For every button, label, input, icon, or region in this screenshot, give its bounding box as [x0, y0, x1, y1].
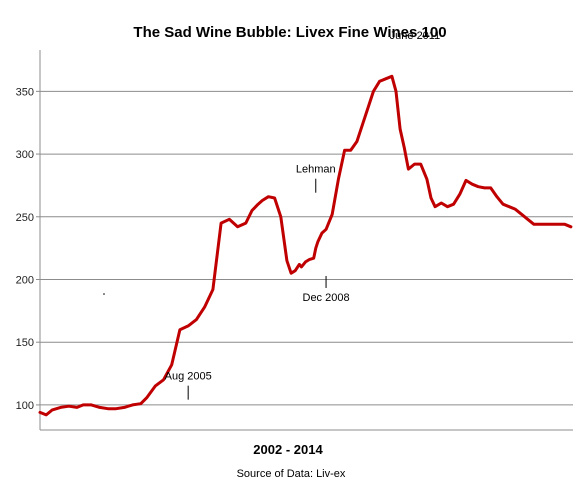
y-tick-label: 200	[16, 274, 34, 286]
y-tick-label: 250	[16, 212, 34, 224]
source-note: Source of Data: Liv-ex	[237, 468, 346, 480]
y-tick-label: 350	[16, 86, 34, 98]
y-tick-label: 100	[16, 400, 34, 412]
chart-title: The Sad Wine Bubble: Livex Fine Wines 10…	[133, 24, 446, 41]
series-line	[38, 74, 573, 417]
annotation-label: Lehman	[296, 164, 336, 176]
y-tick-label: 150	[16, 337, 34, 349]
annotation-label: June 2011	[390, 30, 441, 42]
series-layer	[38, 74, 573, 417]
annotation-label: Aug 2005	[165, 371, 212, 383]
annotations: Aug 2005 Lehman Dec 2008 June 2011	[165, 30, 441, 400]
annotation-label: Dec 2008	[303, 292, 350, 304]
x-axis-label: 2002 - 2014	[253, 442, 323, 457]
y-axis: 100 150 200 250 300 350	[16, 50, 41, 430]
stray-dot	[103, 293, 105, 295]
y-tick-label: 300	[16, 149, 34, 161]
gridlines	[40, 90, 573, 406]
